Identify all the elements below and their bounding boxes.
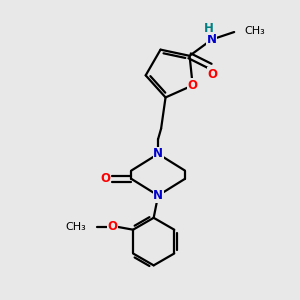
Text: N: N xyxy=(207,33,217,46)
Text: O: O xyxy=(188,79,198,92)
Text: CH₃: CH₃ xyxy=(65,222,86,232)
Text: N: N xyxy=(153,147,163,161)
Text: H: H xyxy=(204,22,214,35)
Text: O: O xyxy=(107,220,117,232)
Text: CH₃: CH₃ xyxy=(244,26,265,36)
Text: O: O xyxy=(208,68,218,81)
Text: N: N xyxy=(153,189,163,202)
Text: O: O xyxy=(100,172,110,185)
